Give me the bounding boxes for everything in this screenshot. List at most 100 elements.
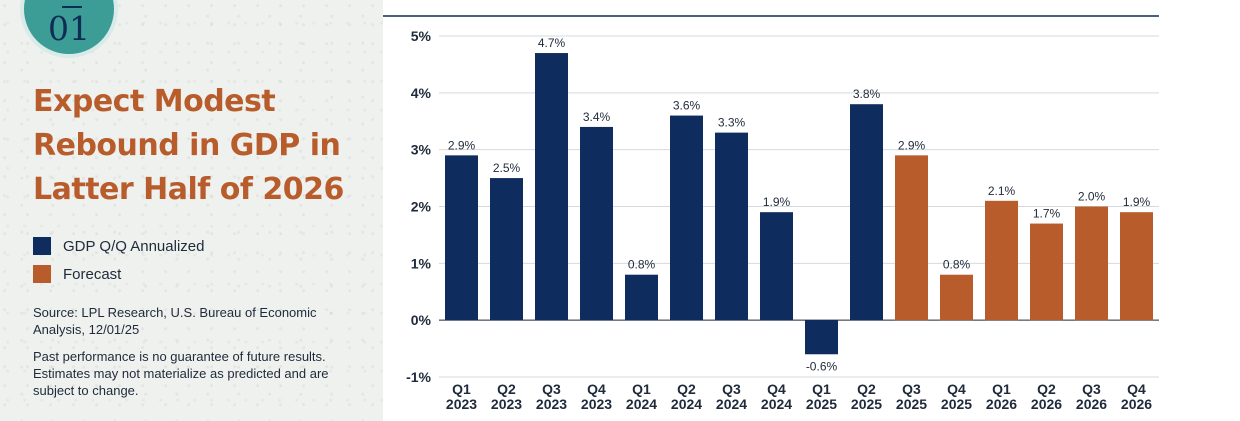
x-tick-year: 2024 xyxy=(761,396,792,412)
x-tick-quarter: Q4 xyxy=(947,381,966,397)
x-tick-year: 2026 xyxy=(986,396,1017,412)
x-tick-quarter: Q1 xyxy=(452,381,471,397)
data-label: 2.0% xyxy=(1078,190,1106,204)
x-tick-quarter: Q1 xyxy=(812,381,831,397)
x-tick-year: 2023 xyxy=(491,396,522,412)
x-tick-quarter: Q1 xyxy=(632,381,651,397)
chart-title: Expect Modest Rebound in GDP in Latter H… xyxy=(33,80,373,212)
bar-forecast xyxy=(1030,224,1063,321)
bar-forecast xyxy=(1120,212,1153,320)
data-label: 0.8% xyxy=(943,258,971,272)
x-tick-quarter: Q1 xyxy=(992,381,1011,397)
data-label: 4.7% xyxy=(538,36,566,50)
x-tick-year: 2023 xyxy=(446,396,477,412)
x-tick-label: Q2 2025 xyxy=(851,381,882,412)
data-label: 2.9% xyxy=(448,138,476,152)
x-tick-label: Q4 2023 xyxy=(581,381,612,412)
x-tick-year: 2023 xyxy=(536,396,567,412)
x-tick-quarter: Q3 xyxy=(542,381,561,397)
x-tick-quarter: Q4 xyxy=(1127,381,1146,397)
bar-actual xyxy=(715,133,748,321)
x-tick-label: Q1 2023 xyxy=(446,381,477,412)
data-label: 3.4% xyxy=(583,110,611,124)
x-tick-quarter: Q2 xyxy=(497,381,516,397)
x-tick-quarter: Q3 xyxy=(902,381,921,397)
badge-line xyxy=(62,6,82,8)
section-badge: 01 xyxy=(20,0,118,58)
y-tick-label: 2% xyxy=(411,199,432,215)
y-tick-label: 1% xyxy=(411,255,432,271)
data-label: 2.9% xyxy=(898,138,926,152)
x-tick-quarter: Q2 xyxy=(857,381,876,397)
legend-label-actual: GDP Q/Q Annualized xyxy=(63,238,204,255)
x-tick-label: Q2 2026 xyxy=(1031,381,1062,412)
legend-swatch-actual xyxy=(33,237,51,255)
x-tick-label: Q2 2023 xyxy=(491,381,522,412)
y-tick-label: 0% xyxy=(411,312,432,328)
bar-actual xyxy=(670,116,703,321)
data-label: 3.8% xyxy=(853,87,881,101)
x-tick-label: Q4 2026 xyxy=(1121,381,1152,412)
x-tick-quarter: Q3 xyxy=(722,381,741,397)
bar-actual xyxy=(490,178,523,320)
bar-actual xyxy=(760,212,793,320)
data-label: 3.3% xyxy=(718,116,746,130)
x-tick-quarter: Q3 xyxy=(1082,381,1101,397)
y-tick-label: 4% xyxy=(411,85,432,101)
x-tick-year: 2024 xyxy=(671,396,702,412)
x-tick-label: Q4 2025 xyxy=(941,381,972,412)
x-tick-year: 2025 xyxy=(851,396,882,412)
legend: GDP Q/Q Annualized Forecast xyxy=(33,232,204,288)
x-tick-label: Q3 2024 xyxy=(716,381,747,412)
data-label: -0.6% xyxy=(806,359,838,373)
chart-area: 2.9% 2.5% 4.7% 3.4% 0.8% 3.6% 3.3% 1.9% -0.6% 3.8… xyxy=(383,0,1240,421)
disclaimer-note: Past performance is no guarantee of futu… xyxy=(33,348,353,399)
legend-swatch-forecast xyxy=(33,265,51,283)
bar-actual xyxy=(580,127,613,320)
bar-forecast xyxy=(940,275,973,320)
section-number: 01 xyxy=(24,9,114,48)
x-tick-quarter: Q4 xyxy=(767,381,786,397)
x-tick-label: Q3 2025 xyxy=(896,381,927,412)
x-tick-label: Q1 2024 xyxy=(626,381,657,412)
x-tick-year: 2023 xyxy=(581,396,612,412)
y-tick-label: 3% xyxy=(411,142,432,158)
y-tick-label: 5% xyxy=(411,28,432,44)
x-tick-label: Q3 2023 xyxy=(536,381,567,412)
x-tick-label: Q3 2026 xyxy=(1076,381,1107,412)
x-tick-label: Q4 2024 xyxy=(761,381,792,412)
left-panel: 01 Expect Modest Rebound in GDP in Latte… xyxy=(0,0,383,421)
x-tick-label: Q1 2026 xyxy=(986,381,1017,412)
x-tick-quarter: Q4 xyxy=(587,381,606,397)
data-label: 1.7% xyxy=(1033,207,1061,221)
data-label: 1.9% xyxy=(1123,195,1151,209)
bar-actual xyxy=(445,155,478,320)
data-label: 2.5% xyxy=(493,161,521,175)
x-tick-year: 2024 xyxy=(716,396,747,412)
x-tick-year: 2026 xyxy=(1076,396,1107,412)
x-tick-year: 2026 xyxy=(1121,396,1152,412)
legend-label-forecast: Forecast xyxy=(63,266,121,283)
bar-forecast xyxy=(985,201,1018,320)
x-tick-year: 2026 xyxy=(1031,396,1062,412)
x-tick-quarter: Q2 xyxy=(1037,381,1056,397)
legend-item-forecast: Forecast xyxy=(33,260,204,288)
bar-actual xyxy=(805,320,838,354)
x-tick-year: 2025 xyxy=(806,396,837,412)
bar-actual xyxy=(850,104,883,320)
bar-actual xyxy=(535,53,568,320)
x-tick-label: Q1 2025 xyxy=(806,381,837,412)
x-tick-year: 2025 xyxy=(941,396,972,412)
bar-chart: 2.9% 2.5% 4.7% 3.4% 0.8% 3.6% 3.3% 1.9% -0.6% 3.8… xyxy=(383,0,1240,421)
x-tick-year: 2024 xyxy=(626,396,657,412)
bar-actual xyxy=(625,275,658,320)
bar-forecast xyxy=(1075,207,1108,321)
data-label: 3.6% xyxy=(673,99,701,113)
legend-item-actual: GDP Q/Q Annualized xyxy=(33,232,204,260)
y-tick-label: -1% xyxy=(406,369,431,385)
x-tick-label: Q2 2024 xyxy=(671,381,702,412)
data-label: 0.8% xyxy=(628,258,656,272)
bar-forecast xyxy=(895,155,928,320)
source-note: Source: LPL Research, U.S. Bureau of Eco… xyxy=(33,304,353,338)
data-label: 1.9% xyxy=(763,195,791,209)
